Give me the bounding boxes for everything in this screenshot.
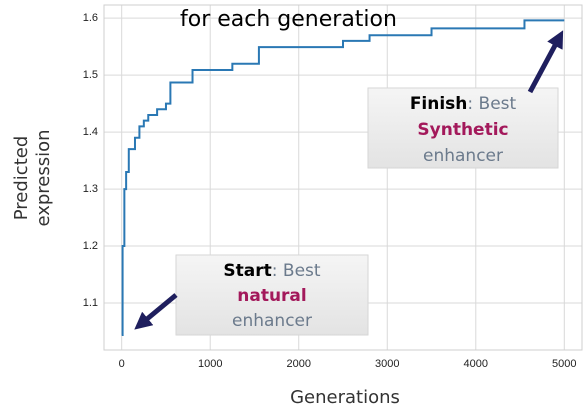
y-tick-label: 1.6 [83,12,98,24]
x-axis-label: Generations [290,387,400,408]
y-axis-label: Predicted expression [11,129,54,226]
chart-title: for each generation [180,7,397,32]
plot-frame [103,4,583,351]
annotation-text: : Best [467,94,516,114]
x-tick-label: 3000 [375,358,399,370]
data-line [121,19,565,336]
x-tick-label: 5000 [552,358,576,370]
annotation-lead: Start [223,261,271,281]
annotation-text: : Best [272,261,321,281]
annotation-box [367,87,559,169]
annotation-line: Finish: Best [410,94,517,114]
y-tick-label: 1.5 [83,69,98,81]
y-axis-label-line: Predicted [11,136,32,221]
x-tick-label: 4000 [464,358,488,370]
grid [104,5,582,350]
x-tick-label: 0 [119,358,125,370]
x-tick-label: 2000 [286,358,310,370]
y-tick-label: 1.2 [83,240,98,252]
lines [121,19,565,336]
annotation-highlight: Synthetic [417,120,508,140]
x-tick-label: 1000 [198,358,222,370]
y-tick-label: 1.3 [83,183,98,195]
annotation-rest: enhancer [423,146,503,166]
annotation-line: Start: Best [223,261,320,281]
annotation-highlight: natural [237,286,307,306]
y-axis-label-line: expression [33,129,54,226]
y-tick-label: 1.1 [83,297,98,309]
annotation-arrow [527,30,564,94]
annotation-rest: enhancer [232,311,312,331]
annotation-arrow [134,293,178,330]
annotation-lead: Finish [410,94,468,114]
y-tick-label: 1.4 [83,126,98,138]
